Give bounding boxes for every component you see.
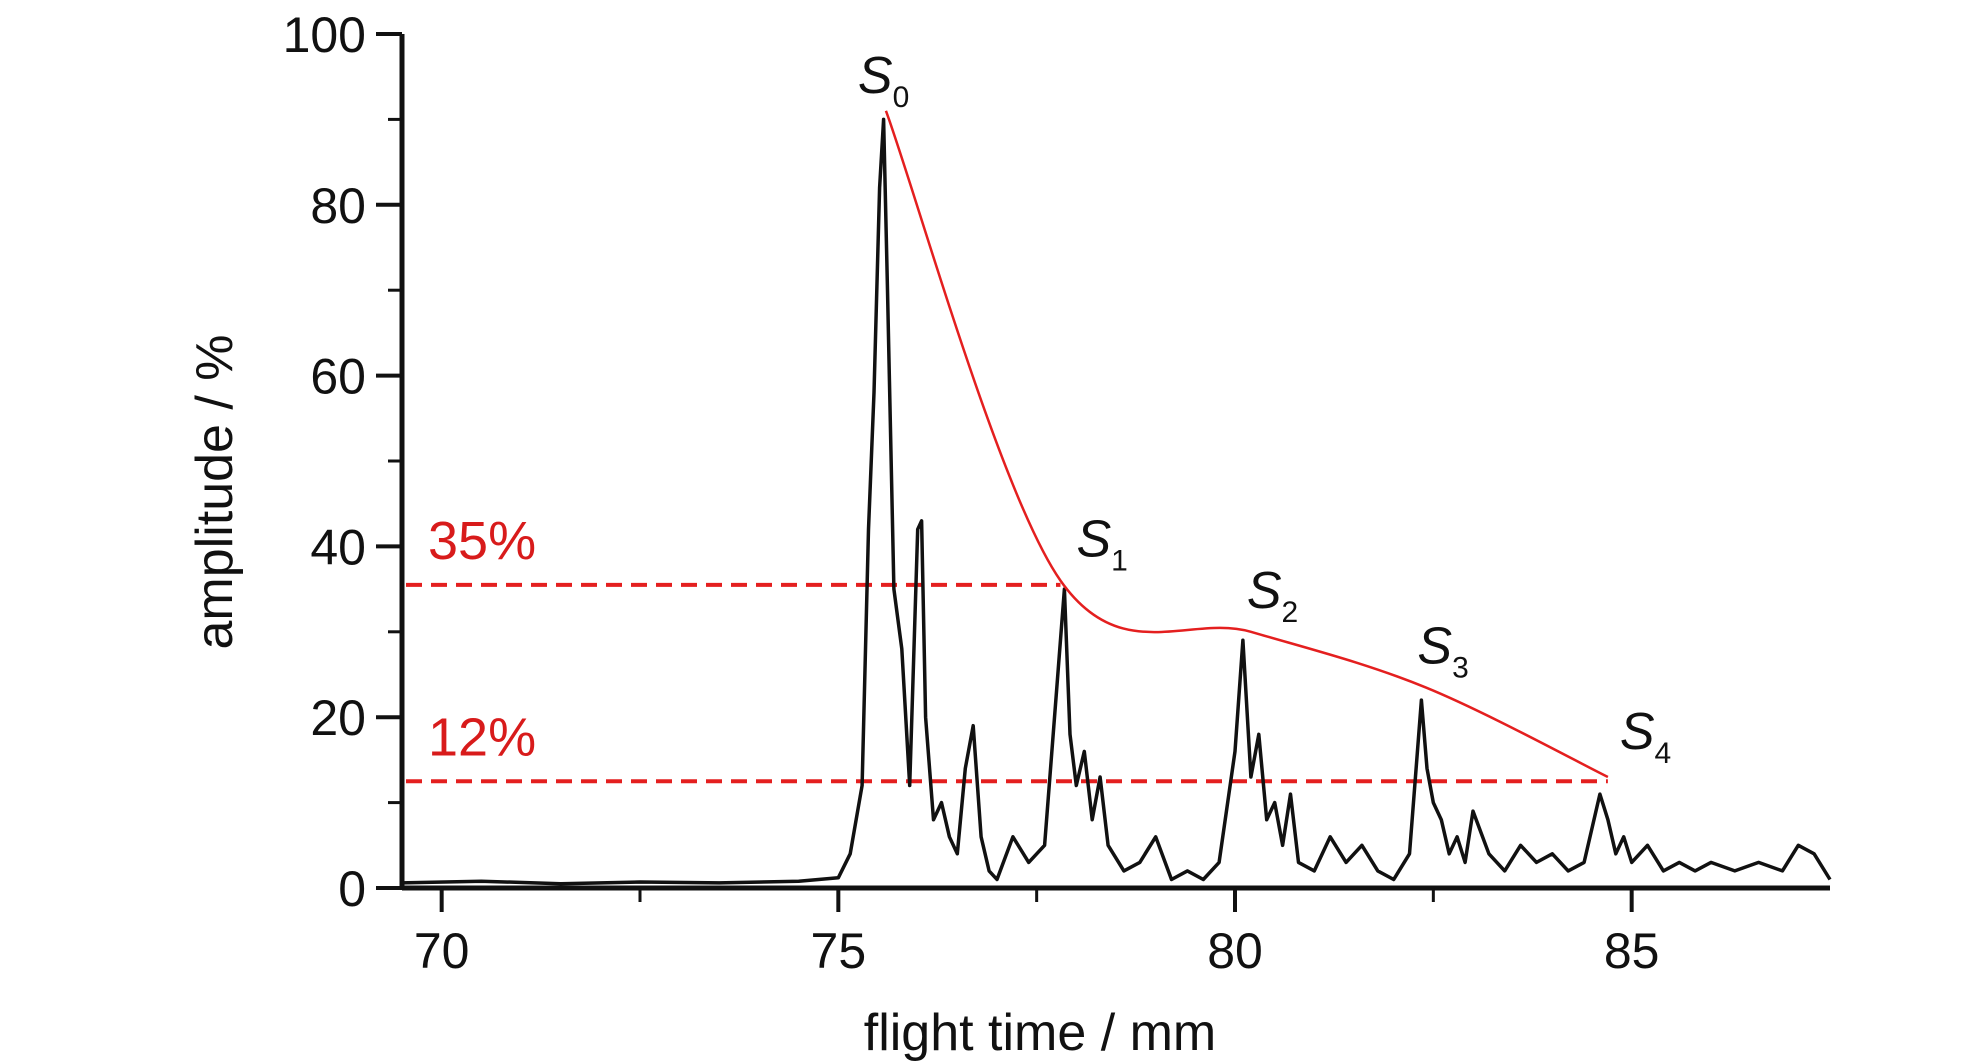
x-tick-label: 80 [1207, 923, 1263, 979]
peak-subscript: 3 [1452, 651, 1469, 684]
peak-subscript: 2 [1282, 596, 1299, 629]
x-axis-title: flight time / mm [864, 1004, 1217, 1062]
threshold-label: 35% [428, 511, 536, 571]
peak-label: S3 [1417, 617, 1468, 684]
peak-labels: S0 S1 S2 S3 S4 [858, 47, 1671, 770]
y-tick-label: 80 [310, 178, 366, 234]
peak-label: S1 [1076, 511, 1127, 578]
peak-subscript: 1 [1111, 545, 1128, 578]
threshold-lines: 35% 12% [406, 511, 1608, 784]
peak-label: S2 [1247, 562, 1298, 629]
envelope-line [884, 110, 1609, 779]
signal-line [401, 117, 1832, 886]
x-tick-label: 70 [414, 923, 470, 979]
y-axis-title: amplitude / % [186, 334, 244, 649]
signal-trace [401, 117, 1832, 886]
peak-subscript: 0 [893, 81, 910, 114]
x-tick-label: 75 [811, 923, 867, 979]
x-tick-label: 85 [1604, 923, 1660, 979]
threshold-label: 12% [428, 707, 536, 767]
y-tick-label: 100 [283, 7, 366, 63]
y-tick-label: 20 [310, 690, 366, 746]
peak-label: S0 [858, 47, 909, 114]
peak-subscript: 4 [1655, 737, 1672, 770]
y-tick-label: 40 [310, 519, 366, 575]
envelope-curve [884, 110, 1609, 779]
peak-label: S4 [1620, 703, 1671, 770]
y-tick-label: 60 [310, 349, 366, 405]
y-tick-label: 0 [338, 861, 366, 917]
